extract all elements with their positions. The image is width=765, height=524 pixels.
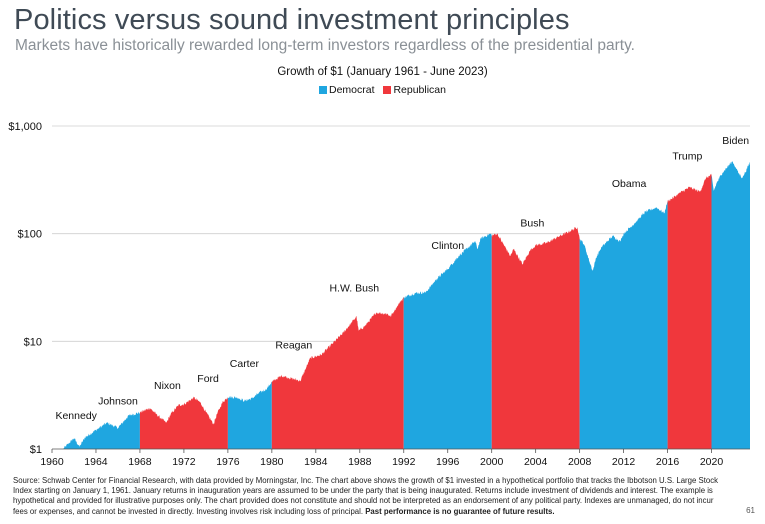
x-tick-label: 1972 (172, 456, 196, 468)
x-tick-label: 1984 (304, 456, 328, 468)
area-republican-1980 (271, 297, 404, 449)
x-tick-label: 1968 (128, 456, 152, 468)
legend-swatch-republican (383, 86, 392, 94)
president-label: Trump (672, 150, 702, 162)
page-title: Politics versus sound investment princip… (14, 4, 570, 36)
footnote: Source: Schwab Center for Financial Rese… (13, 476, 723, 517)
chart-legend: Democrat Republican (0, 84, 765, 96)
president-label: H.W. Bush (329, 283, 379, 295)
x-tick-label: 1976 (216, 456, 240, 468)
x-tick-label: 1960 (40, 456, 64, 468)
area-democrat-2008 (579, 201, 668, 449)
x-tick-label: 2020 (700, 456, 724, 468)
x-tick-label: 1964 (84, 456, 108, 468)
president-label: Ford (197, 373, 219, 385)
legend-label-democrat: Democrat (329, 84, 375, 96)
president-label: Biden (722, 135, 749, 147)
legend-item-democrat: Democrat (319, 84, 375, 96)
legend-swatch-democrat (319, 86, 327, 94)
area-democrat-1976 (227, 381, 272, 449)
legend-label-republican: Republican (393, 84, 446, 96)
y-tick-label: $1 (30, 444, 42, 456)
president-label: Reagan (275, 339, 312, 351)
x-tick-label: 1988 (348, 456, 372, 468)
x-tick-label: 2004 (524, 456, 548, 468)
x-tick-label: 1996 (436, 456, 460, 468)
footnote-disclaimer: Past performance is no guarantee of futu… (365, 506, 555, 516)
footnote-text: Source: Schwab Center for Financial Rese… (13, 476, 718, 516)
area-republican-2016 (667, 173, 712, 450)
page-number: 61 (746, 506, 755, 515)
president-label: Clinton (431, 240, 464, 252)
legend-item-republican: Republican (383, 84, 446, 96)
chart-title: Growth of $1 (January 1961 - June 2023) (277, 66, 488, 78)
x-tick-label: 2012 (612, 456, 636, 468)
area-democrat-2020 (711, 161, 750, 450)
x-tick-label: 2016 (656, 456, 680, 468)
president-label: Obama (612, 178, 647, 190)
x-tick-label: 1980 (260, 456, 284, 468)
area-republican-2000 (491, 227, 580, 449)
y-tick-label: $10 (24, 336, 42, 348)
y-tick-label: $100 (18, 229, 42, 241)
president-label: Nixon (154, 380, 181, 392)
x-tick-label: 2000 (480, 456, 504, 468)
x-tick-label: 2008 (568, 456, 592, 468)
x-tick-label: 1992 (392, 456, 416, 468)
president-label: Kennedy (55, 410, 97, 422)
page-subtitle: Markets have historically rewarded long-… (15, 37, 635, 54)
president-label: Johnson (98, 395, 138, 407)
area-republican-1968 (139, 396, 228, 449)
president-label: Carter (230, 358, 260, 370)
president-label: Bush (520, 217, 544, 229)
area-democrat-1961 (63, 411, 140, 449)
area-democrat-1992 (403, 233, 492, 449)
y-tick-label: $1,000 (8, 121, 42, 133)
